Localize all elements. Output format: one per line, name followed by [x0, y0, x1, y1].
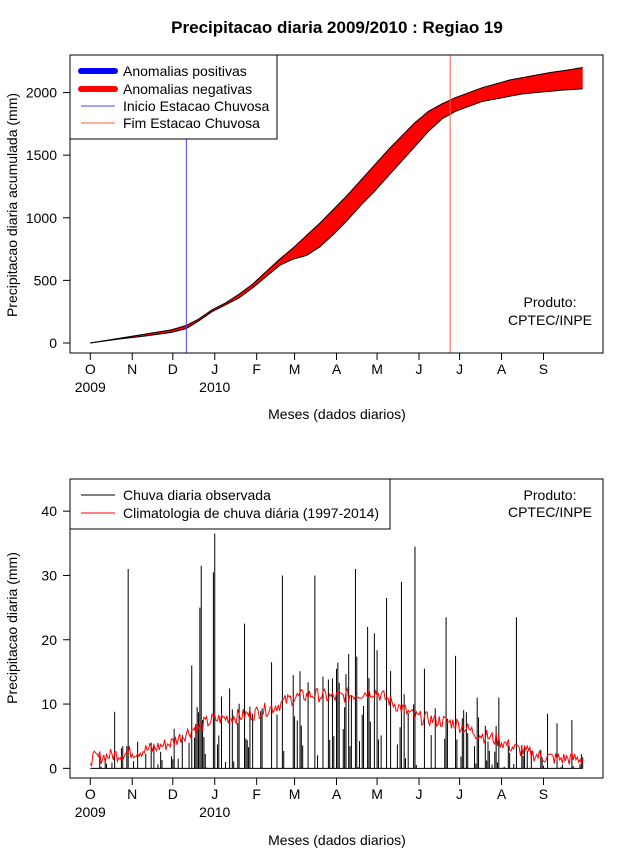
top-y-tick-label: 500 [34, 272, 58, 288]
bottom-annotation-produto: Produto: [524, 487, 577, 503]
bottom-y-tick-label: 0 [49, 760, 57, 776]
bottom-legend-box [69, 478, 391, 530]
bottom-x-tick-label: J [416, 786, 423, 802]
top-x-year-label: 2009 [75, 379, 106, 395]
bottom-y-ticks: 0 10 20 30 40 [41, 503, 70, 776]
top-x-tick-label: A [332, 361, 342, 377]
legend-label-fim: Fim Estacao Chuvosa [123, 115, 260, 131]
top-x-year-label: 2010 [199, 379, 230, 395]
climatology-daily-line [89, 686, 584, 767]
bottom-x-tick-label: A [332, 786, 342, 802]
daily-precipitation-chart: O N D J F M A M J J A S 2009 2010 0 10 20 30 40 Precipita… [4, 478, 604, 848]
bottom-y-axis-label: Precipitacao diaria (mm) [4, 552, 20, 704]
top-legend: Anomalias positivas Anomalias negativas … [69, 54, 278, 140]
legend-label-negative: Anomalias negativas [123, 81, 252, 97]
bottom-x-tick-label: A [497, 786, 507, 802]
top-x-tick-label: S [539, 361, 548, 377]
top-x-tick-label: F [252, 361, 261, 377]
bottom-y-tick-label: 10 [41, 696, 57, 712]
bottom-x-tick-label: M [371, 786, 383, 802]
bottom-x-tick-label: J [456, 786, 463, 802]
bottom-annotation-cptec: CPTEC/INPE [508, 504, 592, 520]
bottom-x-year-label: 2009 [75, 804, 106, 820]
top-y-tick-label: 0 [49, 335, 57, 351]
accumulated-precipitation-chart: O N D J F M A M J J A S 2009 2010 0 500 1000 1500 2000 Pr… [4, 54, 604, 422]
legend-label-inicio: Inicio Estacao Chuvosa [123, 98, 270, 114]
top-x-tick-label: J [211, 361, 218, 377]
top-x-tick-label: M [289, 361, 301, 377]
bottom-x-tick-label: F [252, 786, 261, 802]
bottom-y-tick-label: 40 [41, 503, 57, 519]
top-y-tick-label: 2000 [26, 85, 57, 101]
top-x-tick-label: A [497, 361, 507, 377]
bottom-legend: Chuva diaria observada Climatologia de c… [69, 478, 391, 530]
top-y-axis-label: Precipitacao diaria acumulada (mm) [4, 93, 20, 317]
top-annotation-cptec: CPTEC/INPE [508, 312, 592, 328]
top-y-tick-label: 1500 [26, 147, 57, 163]
top-x-ticks: O N D J F M A M J J A S 2009 2010 [75, 353, 548, 395]
top-x-axis-label: Meses (dados diarios) [268, 406, 406, 422]
bottom-x-tick-label: M [289, 786, 301, 802]
top-legend-box [69, 54, 278, 140]
legend-label-climatology: Climatologia de chuva diária (1997-2014) [123, 505, 379, 521]
bottom-x-tick-label: D [168, 786, 178, 802]
bottom-x-axis-label: Meses (dados diarios) [268, 832, 406, 848]
observed-cumulative-line [90, 88, 583, 344]
top-y-tick-label: 1000 [26, 210, 57, 226]
bottom-x-tick-label: N [127, 786, 137, 802]
bottom-x-year-label: 2010 [199, 804, 230, 820]
top-x-tick-label: J [456, 361, 463, 377]
top-x-tick-label: M [371, 361, 383, 377]
top-y-ticks: 0 500 1000 1500 2000 [26, 85, 70, 351]
bottom-x-tick-label: O [85, 786, 96, 802]
top-x-tick-label: J [416, 361, 423, 377]
bottom-x-tick-label: J [211, 786, 218, 802]
legend-label-observed: Chuva diaria observada [123, 487, 271, 503]
top-x-tick-label: N [127, 361, 137, 377]
climatology-cumulative-line [90, 67, 583, 344]
top-x-tick-label: D [168, 361, 178, 377]
figure-title: Precipitacao diaria 2009/2010 : Regiao 1… [171, 18, 503, 37]
top-x-tick-label: O [85, 361, 96, 377]
bottom-x-ticks: O N D J F M A M J J A S 2009 2010 [75, 778, 548, 820]
top-plot-frame [69, 54, 604, 354]
bottom-marks [89, 533, 584, 769]
bottom-y-tick-label: 30 [41, 567, 57, 583]
bottom-y-tick-label: 20 [41, 632, 57, 648]
legend-label-positive: Anomalias positivas [123, 63, 247, 79]
bottom-x-tick-label: S [539, 786, 548, 802]
top-annotation-produto: Produto: [524, 294, 577, 310]
